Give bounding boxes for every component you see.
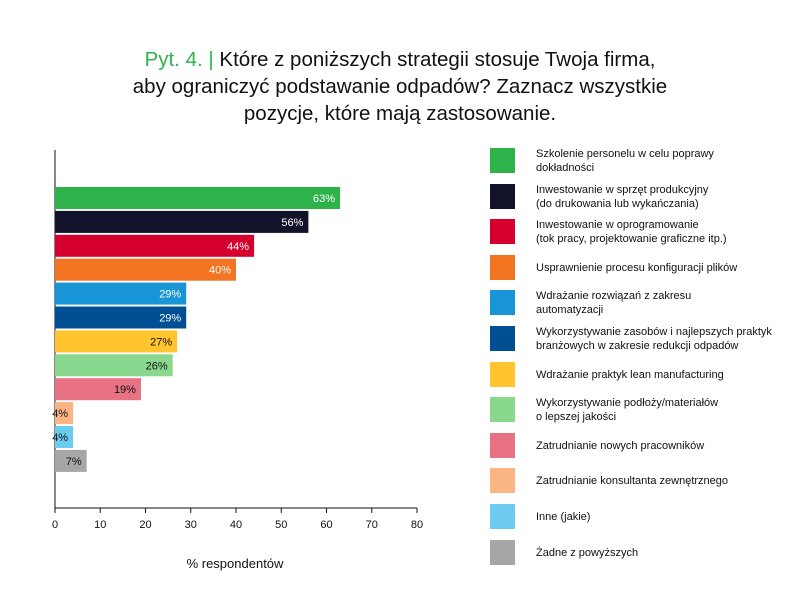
legend-swatch: [490, 183, 515, 209]
bar-value-label-8: 26%: [146, 360, 168, 372]
title-text-1: Które z poniższych strategii stosuje Two…: [219, 48, 656, 71]
x-tick-label-70: 70: [366, 519, 378, 531]
legend-label: Inwestowanie w sprzęt produkcyjny (do dru…: [536, 183, 786, 211]
bar-value-label-11: 4%: [52, 432, 68, 444]
legend-label: Inne (jakie): [536, 510, 786, 524]
legend-label: Wdrażanie rozwiązań z zakresu automatyzac…: [536, 289, 786, 317]
legend-label: Zatrudnianie nowych pracowników: [536, 439, 786, 453]
legend-label-line-1: Inne (jakie): [536, 511, 591, 523]
legend-label-line-1: Wykorzystywanie podłoży/materiałów: [536, 397, 719, 410]
bar-value-label-9: 19%: [114, 384, 136, 396]
legend-swatch: [490, 432, 515, 458]
legend-label: Wykorzystywanie podłoży/materiałów o leps…: [536, 396, 786, 424]
bar-value-label-2: 56%: [281, 217, 303, 229]
bar-8: [55, 354, 173, 377]
legend-label-line-1: Żadne z powyższych: [536, 546, 639, 559]
legend-swatch: [490, 290, 515, 316]
title-line-3: pozycje, które mają zastosowanie.: [243, 102, 557, 125]
legend-swatch: [490, 468, 515, 494]
title-line-2: aby ograniczyć podstawanie odpadów? Zazn…: [132, 75, 668, 98]
legend-label-line-2: dokładności: [536, 162, 595, 174]
bar-5: [55, 282, 187, 305]
legend-label-line-1: Wykorzystywanie zasobów i najlepszych pr…: [536, 326, 772, 338]
bar-1: [55, 187, 341, 209]
x-tick-label-10: 10: [94, 519, 106, 531]
bar-12: [55, 449, 87, 472]
legend-swatch: [490, 539, 515, 565]
bar-value-label-5: 29%: [159, 289, 181, 301]
legend-label: Szkolenie personelu w celu poprawy dokład…: [536, 147, 786, 175]
bar-3: [55, 234, 255, 257]
legend-item: Zatrudnianie konsultanta zewnętrznego: [490, 468, 790, 494]
legend-label: Żadne z powyższych: [536, 546, 786, 560]
x-tick-label-40: 40: [230, 519, 242, 531]
legend-label: Wdrażanie praktyk lean manufacturing: [536, 368, 786, 382]
x-tick-label-50: 50: [275, 519, 287, 531]
legend-swatch: [490, 504, 515, 529]
x-tick-label-60: 60: [320, 519, 332, 531]
legend-label: Wykorzystywanie zasobów i najlepszych pr…: [536, 325, 786, 353]
x-tick-label-20: 20: [139, 519, 151, 531]
legend-swatch: [490, 254, 515, 280]
legend-item: Szkolenie personelu w celu poprawy dokład…: [490, 148, 790, 174]
legend-label-line-1: Zatrudnianie konsultanta zewnętrznego: [536, 475, 729, 488]
legend-label: Usprawnienie procesu konfiguracji plików: [536, 261, 786, 275]
bar-value-label-3: 44%: [227, 241, 249, 253]
legend-label-line-1: Inwestowanie w oprogramowanie: [536, 219, 699, 232]
bar-7: [55, 330, 178, 353]
legend-label-line-1: Wdrażanie rozwiązań z zakresu: [536, 290, 692, 303]
legend-swatch: [490, 397, 515, 423]
x-tick-label-0: 0: [52, 519, 58, 531]
legend-item: Usprawnienie procesu konfiguracji plików: [490, 254, 790, 281]
legend-item: Wykorzystywanie podłoży/materiałów o leps…: [490, 397, 790, 423]
x-tick-label-80: 80: [411, 519, 423, 531]
legend-item: Wdrażanie praktyk lean manufacturing: [490, 361, 790, 388]
legend-swatch: [490, 148, 515, 173]
legend-label-line-1: Szkolenie personelu w celu poprawy: [536, 148, 714, 160]
x-axis-label: % respondentów: [186, 556, 284, 571]
legend-item: Wdrażanie rozwiązań z zakresu automatyzac…: [490, 290, 790, 316]
legend-item: Inwestowanie w oprogramowanie (tok pracy,…: [490, 219, 790, 245]
legend-label-line-2: branżowych w zakresie redukcji odpadów: [536, 340, 739, 352]
legend-item: Wykorzystywanie zasobów i najlepszych pr…: [490, 326, 790, 352]
legend-label-line-1: Inwestowanie w sprzęt produkcyjny: [536, 183, 709, 196]
bar-value-label-12: 7%: [66, 456, 82, 468]
bar-11: [55, 426, 74, 448]
legend-item: Inne (jakie): [490, 504, 790, 530]
question-number: Pyt. 4.: [144, 48, 203, 71]
bar-value-label-6: 29%: [159, 313, 181, 325]
bar-6: [55, 306, 187, 329]
title-separator: |: [208, 48, 214, 71]
legend-label-line-2: (tok pracy, projektowanie graficzne itp.…: [536, 233, 727, 246]
bar-4: [55, 258, 236, 281]
title-line-1: Pyt. 4. | Które z poniższych strategii s…: [60, 46, 740, 73]
legend-label-line-1: Wdrażanie praktyk lean manufacturing: [536, 368, 724, 381]
bar-9: [55, 378, 141, 401]
legend-label-line-2: o lepszej jakości: [536, 411, 617, 424]
bar-value-label-7: 27%: [150, 336, 172, 348]
chart-title: Pyt. 4. | Które z poniższych strategii s…: [60, 46, 740, 127]
bar-value-label-10: 4%: [52, 408, 68, 420]
legend-swatch: [490, 326, 515, 351]
legend-item: Żadne z powyższych: [490, 539, 790, 566]
legend-label-line-1: Usprawnienie procesu konfiguracji plików: [536, 261, 738, 274]
bar-value-label-4: 40%: [209, 265, 231, 277]
legend-item: Inwestowanie w sprzęt produkcyjny (do dru…: [490, 183, 790, 211]
legend-label-line-2: automatyzacji: [536, 304, 604, 317]
legend-label-line-1: Zatrudnianie nowych pracowników: [536, 439, 705, 452]
legend-label: Zatrudnianie konsultanta zewnętrznego: [536, 474, 786, 488]
legend-label: Inwestowanie w oprogramowanie (tok pracy,…: [536, 218, 786, 246]
legend-item: Zatrudnianie nowych pracowników: [490, 432, 790, 459]
legend-swatch: [490, 219, 515, 245]
x-tick-label-30: 30: [185, 519, 197, 531]
bar-value-label-1: 63%: [313, 193, 335, 205]
legend-swatch: [490, 361, 515, 387]
bar-10: [55, 402, 74, 425]
legend-label-line-2: (do drukowania lub wykańczania): [536, 197, 699, 210]
bar-2: [55, 210, 309, 233]
